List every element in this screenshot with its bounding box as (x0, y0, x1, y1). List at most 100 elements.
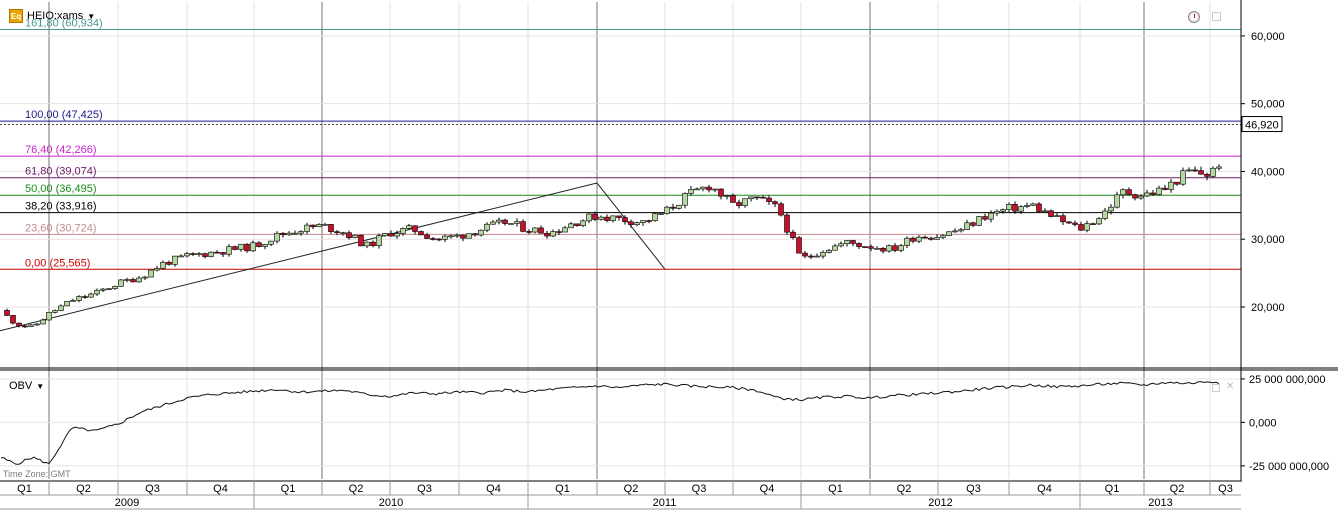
candle[interactable] (370, 240, 376, 248)
candle[interactable] (454, 233, 460, 238)
candle[interactable] (106, 288, 112, 291)
candle[interactable] (1000, 208, 1006, 214)
candle[interactable] (1216, 164, 1222, 171)
candle[interactable] (778, 201, 784, 217)
candle[interactable] (130, 277, 136, 283)
candle[interactable] (508, 223, 514, 225)
candle[interactable] (634, 221, 640, 227)
candle[interactable] (520, 219, 526, 233)
candle[interactable] (844, 240, 850, 247)
candle[interactable] (1192, 166, 1198, 173)
candle[interactable] (316, 223, 322, 228)
candle[interactable] (838, 241, 844, 248)
candle[interactable] (64, 300, 70, 307)
candle[interactable] (166, 260, 172, 266)
candle[interactable] (730, 193, 736, 203)
candle[interactable] (298, 230, 304, 236)
candle[interactable] (70, 298, 76, 302)
candle[interactable] (1138, 194, 1144, 200)
candle[interactable] (334, 230, 340, 236)
candle[interactable] (796, 235, 802, 254)
candle[interactable] (88, 292, 94, 298)
candle[interactable] (1204, 172, 1210, 181)
candle[interactable] (160, 260, 166, 270)
candle[interactable] (772, 200, 778, 208)
candle[interactable] (424, 232, 430, 239)
candle[interactable] (322, 222, 328, 226)
candle[interactable] (496, 217, 502, 225)
candle[interactable] (904, 236, 910, 248)
candle[interactable] (274, 231, 280, 244)
candle[interactable] (658, 213, 664, 215)
candle[interactable] (94, 288, 100, 296)
candle[interactable] (610, 215, 616, 223)
candle[interactable] (400, 227, 406, 236)
obv-series-line[interactable] (1, 381, 1220, 465)
candle[interactable] (328, 224, 334, 234)
clock-icon[interactable] (1188, 11, 1200, 23)
candle[interactable] (364, 241, 370, 249)
candle[interactable] (670, 203, 676, 211)
candle[interactable] (736, 199, 742, 209)
candle[interactable] (628, 219, 634, 228)
candle[interactable] (1186, 167, 1192, 172)
candle[interactable] (34, 323, 40, 326)
trend-line[interactable] (0, 182, 598, 332)
candle[interactable] (748, 196, 754, 202)
candle[interactable] (82, 294, 88, 299)
candle[interactable] (850, 239, 856, 247)
candle[interactable] (154, 265, 160, 272)
candle[interactable] (418, 230, 424, 236)
candle[interactable] (952, 228, 958, 233)
candle[interactable] (586, 213, 592, 224)
candle[interactable] (376, 233, 382, 249)
candle[interactable] (142, 275, 148, 281)
candle[interactable] (1006, 202, 1012, 213)
candle[interactable] (202, 252, 208, 259)
candle[interactable] (10, 315, 16, 325)
indicator-header[interactable]: OBV ▼ (9, 380, 44, 392)
candle[interactable] (664, 205, 670, 215)
candle[interactable] (478, 229, 484, 237)
candle[interactable] (136, 275, 142, 283)
candle[interactable] (1030, 202, 1036, 206)
candle[interactable] (808, 253, 814, 259)
candle[interactable] (820, 250, 826, 259)
candle[interactable] (814, 253, 820, 258)
candle[interactable] (226, 244, 232, 257)
candle[interactable] (412, 225, 418, 235)
candle[interactable] (766, 195, 772, 205)
candle[interactable] (352, 234, 358, 239)
candle[interactable] (340, 231, 346, 236)
candle[interactable] (40, 318, 46, 325)
candle[interactable] (982, 213, 988, 221)
candle[interactable] (1072, 220, 1078, 227)
candle[interactable] (1120, 188, 1126, 199)
candle[interactable] (760, 195, 766, 199)
candle[interactable] (280, 232, 286, 238)
candle[interactable] (472, 233, 478, 237)
symbol-dropdown-icon[interactable]: ▼ (87, 11, 96, 21)
candle[interactable] (124, 277, 130, 283)
candle[interactable] (112, 285, 118, 290)
candle[interactable] (946, 231, 952, 237)
trend-lines[interactable] (0, 182, 666, 332)
candle[interactable] (622, 215, 628, 225)
indicator-dropdown-icon[interactable]: ▼ (36, 381, 45, 391)
candle[interactable] (436, 238, 442, 242)
candle[interactable] (346, 230, 352, 240)
candle[interactable] (1198, 166, 1204, 175)
maximize-icon[interactable] (1212, 12, 1221, 21)
candle[interactable] (526, 229, 532, 235)
candle[interactable] (562, 225, 568, 233)
candle[interactable] (1060, 213, 1066, 225)
candle[interactable] (238, 243, 244, 252)
candle[interactable] (430, 237, 436, 241)
candle[interactable] (688, 185, 694, 196)
candle[interactable] (214, 250, 220, 254)
candle[interactable] (646, 219, 652, 224)
candle[interactable] (868, 244, 874, 252)
candle[interactable] (898, 243, 904, 253)
candle[interactable] (640, 220, 646, 226)
candle[interactable] (148, 269, 154, 278)
